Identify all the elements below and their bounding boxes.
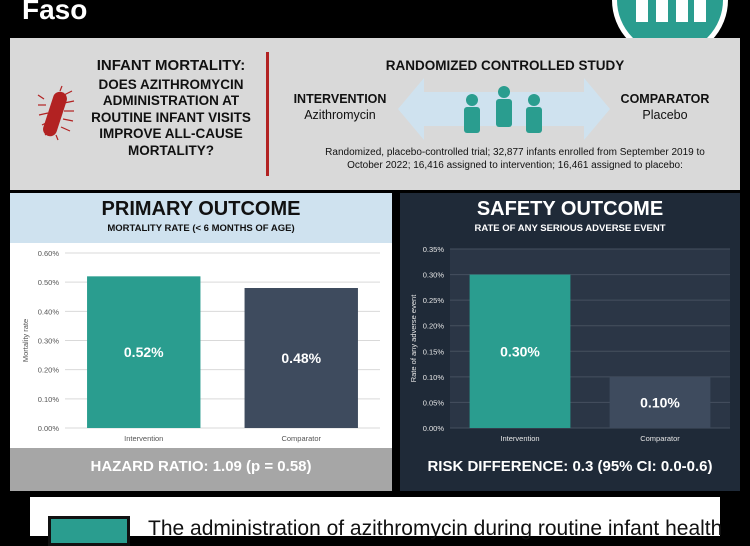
safety-outcome-title: SAFETY OUTCOME <box>476 198 664 220</box>
conclusion-banner <box>30 497 720 536</box>
question-body: DOES AZITHROMYCIN ADMINISTRATION AT ROUT… <box>91 76 251 158</box>
primary-outcome-subtitle: MORTALITY RATE (< 6 MONTHS OF AGE) <box>107 223 295 234</box>
bacteria-icon <box>37 85 75 141</box>
y-axis-label: Mortality rate <box>21 319 30 362</box>
y-tick-label: 0.15% <box>423 347 445 356</box>
study-title: RANDOMIZED CONTROLLED STUDY <box>385 58 625 73</box>
question-heading: INFANT MORTALITY: <box>96 57 246 74</box>
intervention-label: INTERVENTION <box>293 92 387 106</box>
y-tick-label: 0.05% <box>423 398 445 407</box>
comparator-value: Placebo <box>642 108 688 122</box>
study-description: Randomized, placebo-controlled trial; 32… <box>325 147 705 171</box>
x-tick-label: Comparator <box>640 434 680 443</box>
study-banner <box>10 38 740 190</box>
bar-value-label: 0.30% <box>500 343 540 359</box>
primary-outcome-header <box>10 193 392 243</box>
research-question: INFANT MORTALITY: DOES AZITHROMYCIN ADMI… <box>76 57 266 159</box>
bar-intervention <box>469 274 571 428</box>
y-tick-label: 0.30% <box>423 271 445 280</box>
primary-outcome-title: PRIMARY OUTCOME <box>101 198 301 220</box>
x-tick-label: Intervention <box>500 434 539 443</box>
x-tick-label: Intervention <box>124 434 163 443</box>
y-tick-label: 0.00% <box>38 424 60 433</box>
bar-value-label: 0.10% <box>640 394 680 410</box>
y-tick-label: 0.35% <box>423 245 445 254</box>
conclusion-text: The administration of azithromycin durin… <box>148 517 723 540</box>
y-tick-label: 0.20% <box>423 322 445 331</box>
bar-value-label: 0.48% <box>281 350 321 366</box>
bar-comparator <box>244 288 358 428</box>
bar-comparator <box>609 376 711 428</box>
y-tick-label: 0.25% <box>423 296 445 305</box>
intervention-value: Azithromycin <box>304 108 376 122</box>
safety-outcome-subtitle: RATE OF ANY SERIOUS ADVERSE EVENT <box>474 223 666 234</box>
y-tick-label: 0.00% <box>423 424 445 433</box>
y-tick-label: 0.10% <box>423 373 445 382</box>
y-tick-label: 0.40% <box>38 307 60 316</box>
logo-mark-icon <box>636 0 706 22</box>
x-tick-label: Comparator <box>281 434 321 443</box>
bar-value-label: 0.52% <box>124 344 164 360</box>
primary-outcome-chart: 0.00% 0.10% 0.20% 0.30% 0.40% 0.50% 0.60% 0.52%… <box>21 249 380 443</box>
hazard-ratio-text: HAZARD RATIO: 1.09 (p = 0.58) <box>90 458 312 475</box>
risk-difference-text: RISK DIFFERENCE: 0.3 (95% CI: 0.0-0.6) <box>427 458 713 475</box>
y-tick-label: 0.30% <box>38 337 60 346</box>
safety-outcome-chart: 0.00% 0.05% 0.10% 0.15% 0.20% 0.25% 0.30% 0.35%… <box>409 245 730 443</box>
hazard-ratio-bar <box>10 448 392 491</box>
page-title: Faso <box>22 0 88 25</box>
double-arrow-icon <box>398 78 610 140</box>
y-axis-label: Rate of any adverse event <box>409 294 418 382</box>
comparator-label: COMPARATOR <box>620 92 710 106</box>
y-tick-label: 0.20% <box>38 366 60 375</box>
y-tick-label: 0.60% <box>38 249 60 258</box>
y-tick-label: 0.10% <box>38 395 60 404</box>
conclusion-icon <box>48 516 130 546</box>
y-tick-label: 0.50% <box>38 278 60 287</box>
banner-divider <box>266 52 269 176</box>
bar-intervention <box>87 276 201 428</box>
